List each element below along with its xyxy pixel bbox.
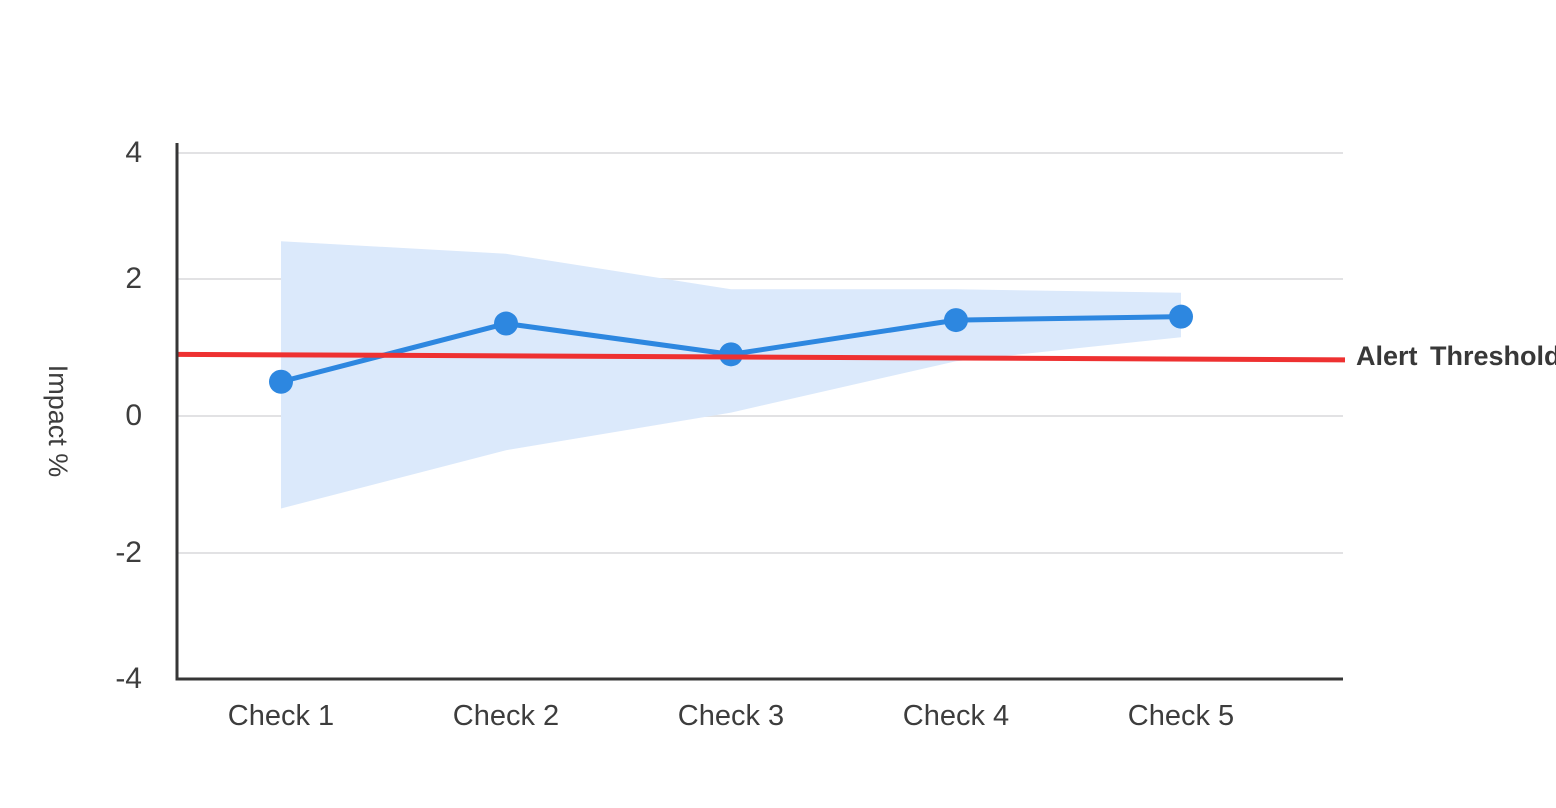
y-tick-label: 0 bbox=[125, 399, 142, 432]
y-tick-label: 2 bbox=[125, 262, 142, 295]
x-tick-label: Check 3 bbox=[677, 700, 785, 732]
threshold-label: Alert Threshold bbox=[1356, 341, 1556, 371]
threshold-line bbox=[176, 351, 1346, 363]
x-tick-label: Check 5 bbox=[1127, 700, 1235, 732]
x-tick-label: Check 2 bbox=[452, 700, 560, 732]
data-point-marker bbox=[494, 311, 518, 336]
x-tick-label: Check 4 bbox=[902, 700, 1010, 732]
data-point-marker bbox=[1169, 304, 1193, 329]
x-tick-label: Check 1 bbox=[227, 700, 335, 732]
data-point-marker bbox=[944, 308, 968, 333]
y-tick-label: -4 bbox=[115, 662, 142, 695]
confidence-band bbox=[281, 241, 1181, 509]
data-point-marker bbox=[719, 342, 743, 367]
y-tick-label: 4 bbox=[125, 136, 142, 169]
data-point-marker bbox=[269, 369, 293, 394]
y-axis-title: Impact % bbox=[43, 364, 73, 478]
y-tick-label: -2 bbox=[115, 536, 142, 569]
